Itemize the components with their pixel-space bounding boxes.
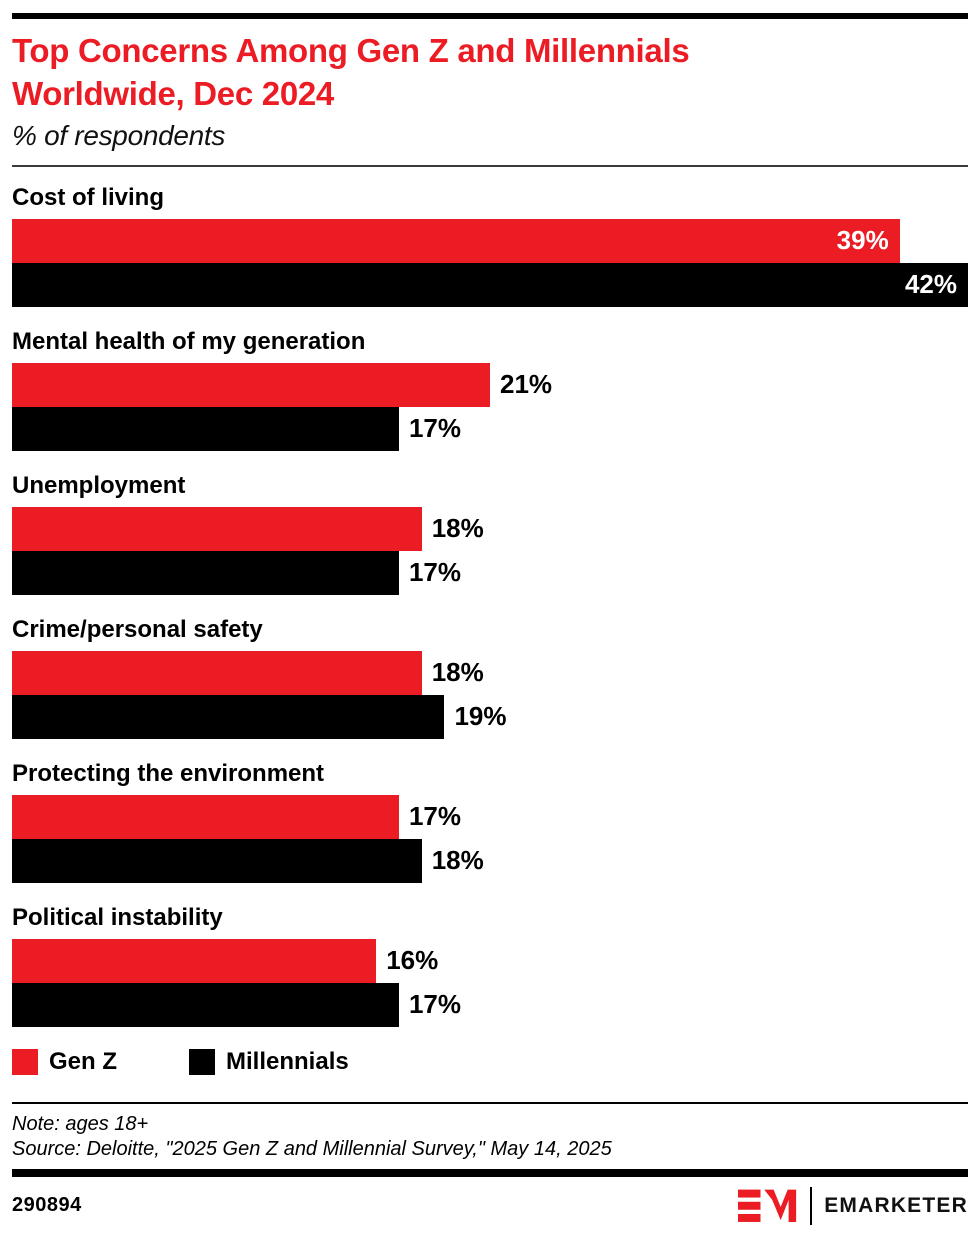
chart-id: 290894	[12, 1194, 82, 1217]
bar-value-label: 16%	[386, 945, 439, 976]
emarketer-em-icon	[738, 1189, 797, 1222]
chart-subtitle: % of respondents	[12, 119, 226, 151]
bar-gen-z	[12, 938, 377, 983]
source-text: Source: Deloitte, "2025 Gen Z and Millen…	[12, 1138, 612, 1161]
bar-millennials: 42%	[12, 262, 968, 307]
bar-row: 16%	[12, 938, 968, 983]
brand-logo: EMARKETER	[738, 1186, 968, 1225]
logo-divider	[810, 1186, 813, 1225]
chart-title: Top Concerns Among Gen Z and Millennials…	[12, 30, 968, 116]
bar-value-label: 17%	[408, 413, 461, 444]
bar-value-label: 19%	[454, 701, 507, 732]
bar-gen-z	[12, 362, 490, 407]
bar-row: 18%	[12, 650, 968, 695]
bar-chart: Cost of living 39% 42% Mental health of my …	[12, 184, 968, 1027]
millennials-swatch-icon	[189, 1048, 216, 1075]
bar-value-label: 39%	[836, 225, 889, 256]
category-label: Mental health of my generation	[12, 327, 366, 355]
top-rule	[12, 13, 968, 19]
bar-row: 42%	[12, 262, 968, 307]
bottom-rule	[12, 1168, 968, 1177]
chart-page: Top Concerns Among Gen Z and Millennials…	[0, 13, 980, 1225]
bar-value-label: 42%	[904, 269, 957, 300]
category-group: Political instability 16% 17%	[12, 904, 968, 1027]
category-group: Cost of living 39% 42%	[12, 184, 968, 307]
chart-title-line1: Top Concerns Among Gen Z and Millennials	[12, 32, 690, 69]
bar-row: 17%	[12, 406, 968, 451]
legend-label-gen-z: Gen Z	[49, 1047, 118, 1075]
bar-row: 18%	[12, 506, 968, 551]
bar-row: 39%	[12, 218, 968, 263]
category-group: Crime/personal safety 18% 19%	[12, 616, 968, 739]
category-label: Protecting the environment	[12, 759, 325, 787]
category-label: Unemployment	[12, 471, 186, 499]
legend-item-gen-z: Gen Z	[12, 1048, 117, 1076]
bar-value-label: 18%	[431, 657, 484, 688]
bar-value-label: 18%	[431, 513, 484, 544]
bar-gen-z: 39%	[12, 218, 900, 263]
bar-row: 18%	[12, 838, 968, 883]
header-divider	[12, 164, 968, 167]
bar-row: 17%	[12, 794, 968, 839]
bar-row: 19%	[12, 694, 968, 739]
bar-millennials	[12, 550, 399, 595]
bar-millennials	[12, 406, 399, 451]
bar-value-label: 17%	[408, 557, 461, 588]
legend-item-millennials: Millennials	[189, 1048, 349, 1076]
category-group: Mental health of my generation 21% 17%	[12, 328, 968, 451]
note-block: Note: ages 18+ Source: Deloitte, "2025 G…	[12, 1101, 968, 1163]
bar-row: 17%	[12, 982, 968, 1027]
bar-value-label: 21%	[500, 369, 553, 400]
category-label: Political instability	[12, 903, 223, 931]
chart-legend: Gen Z Millennials	[12, 1048, 968, 1076]
footer-row: 290894 EMARKETER	[12, 1186, 968, 1225]
bar-gen-z	[12, 506, 422, 551]
gen-z-swatch-icon	[12, 1048, 38, 1075]
category-group: Protecting the environment 17% 18%	[12, 760, 968, 883]
bar-gen-z	[12, 650, 422, 695]
bar-row: 17%	[12, 550, 968, 595]
legend-label-millennials: Millennials	[226, 1047, 349, 1075]
bar-row: 21%	[12, 362, 968, 407]
brand-name: EMARKETER	[824, 1193, 968, 1217]
category-label: Cost of living	[12, 183, 164, 211]
bar-value-label: 17%	[408, 801, 461, 832]
bar-gen-z	[12, 794, 399, 839]
note-text: Note: ages 18+	[12, 1112, 149, 1135]
bar-millennials	[12, 982, 399, 1027]
category-label: Crime/personal safety	[12, 615, 263, 643]
bar-value-label: 18%	[431, 845, 484, 876]
bar-value-label: 17%	[408, 989, 461, 1020]
bar-millennials	[12, 694, 445, 739]
category-group: Unemployment 18% 17%	[12, 472, 968, 595]
chart-title-line2: Worldwide, Dec 2024	[12, 74, 334, 112]
bar-millennials	[12, 838, 422, 883]
